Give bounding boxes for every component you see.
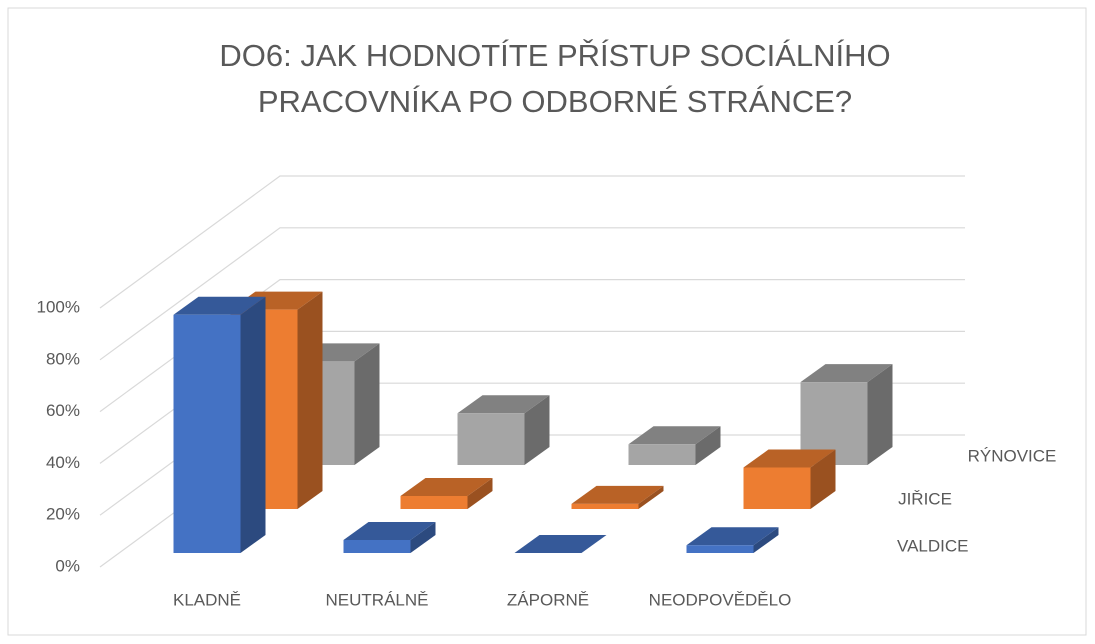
y-tick-label: 20%: [46, 505, 80, 524]
bar-face: [343, 540, 411, 553]
grid-line: [99, 175, 965, 309]
bar-face: [686, 545, 754, 553]
y-tick-label: 100%: [37, 297, 80, 316]
bar-face: [173, 296, 266, 315]
bar: [743, 449, 836, 509]
bar-face: [686, 527, 779, 546]
legend-label: VALDICE: [897, 536, 969, 555]
y-tick-label: 40%: [46, 453, 80, 472]
bar: [571, 485, 664, 509]
legend-label: RÝNOVICE: [968, 446, 1057, 465]
legend-label: JIŘICE: [898, 489, 952, 508]
bar: [628, 426, 721, 465]
grid-line: [99, 227, 965, 361]
bar-face: [400, 478, 493, 497]
bar-face: [867, 364, 893, 465]
bar: [686, 527, 779, 553]
bar: [343, 522, 436, 553]
bar-face: [343, 522, 436, 541]
bar: [800, 364, 893, 465]
bar-face: [173, 314, 241, 553]
bar-face: [410, 522, 436, 553]
bar-face: [240, 296, 266, 553]
chart-title: DO6: JAK HODNOTÍTE PŘÍSTUP SOCIÁLNÍHO: [219, 38, 890, 73]
bar-face: [467, 478, 493, 509]
bar-face: [743, 449, 836, 468]
grid-line: [99, 279, 965, 413]
bar-face: [810, 449, 836, 509]
bar: [400, 478, 493, 509]
bar-face: [743, 467, 811, 509]
bar-face: [524, 395, 550, 465]
x-tick-label: NEODPOVĚDĚLO: [649, 590, 792, 609]
bar-face: [628, 426, 721, 445]
bar-face: [800, 382, 868, 465]
bar-face: [800, 364, 893, 383]
bar: [514, 535, 607, 553]
bar-face: [571, 485, 664, 504]
chart-title: PRACOVNÍKA PO ODBORNÉ STRÁNCE?: [258, 84, 852, 119]
bar-face: [628, 444, 696, 465]
x-tick-label: KLADNĚ: [173, 590, 241, 609]
bar-face: [753, 527, 779, 553]
bar: [457, 395, 550, 465]
x-tick-label: NEUTRÁLNĚ: [326, 590, 429, 609]
y-tick-label: 80%: [46, 349, 80, 368]
bar-face: [400, 496, 468, 509]
x-tick-label: ZÁPORNĚ: [507, 590, 589, 609]
bar-face: [695, 426, 721, 465]
y-tick-label: 0%: [55, 556, 80, 575]
bar-face: [457, 413, 525, 465]
bar-face: [354, 343, 380, 465]
y-tick-label: 60%: [46, 401, 80, 420]
bar-face: [638, 485, 664, 509]
bar-face: [297, 291, 323, 509]
bar: [173, 296, 266, 553]
bar-face: [457, 395, 550, 414]
bar-face: [571, 503, 639, 509]
bar-face: [514, 535, 607, 553]
